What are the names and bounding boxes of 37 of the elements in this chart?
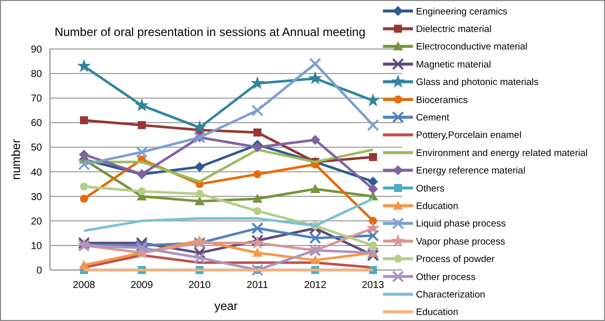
x-tick-label: 2008 <box>72 280 96 291</box>
y-tick-label: 20 <box>30 216 42 228</box>
legend-label: Vapor phase process <box>416 236 506 248</box>
y-tick-label: 60 <box>30 118 42 130</box>
y-tick-label: 10 <box>30 240 42 252</box>
y-tick-label: 90 <box>30 44 42 56</box>
y-axis-title: number <box>9 139 23 180</box>
legend-label: Electroconductive material <box>416 42 528 53</box>
legend-label: Dielectric material <box>416 24 492 36</box>
legend-label: Education <box>416 201 458 212</box>
legend-label: Cement <box>416 112 450 124</box>
legend-label: Other process <box>416 272 476 283</box>
x-tick-label: 2010 <box>188 280 212 291</box>
legend-label: Bioceramics <box>416 94 468 106</box>
chart-title: Number of oral presentation in sessions at Annual meeting <box>54 25 366 39</box>
x-tick-label: 2011 <box>246 280 269 291</box>
legend-label: Education <box>416 307 458 318</box>
x-tick-label: 2009 <box>130 280 154 291</box>
y-tick-label: 40 <box>30 167 42 178</box>
legend-label: Others <box>416 183 445 194</box>
x-tick-label: 2012 <box>304 280 327 291</box>
y-tick-label: 30 <box>30 192 42 203</box>
legend-label: Characterization <box>416 290 486 301</box>
legend-label: Glass and photonic materials <box>416 77 539 88</box>
legend-label: Environment and energy related material <box>416 148 588 159</box>
legend-label: Process of powder <box>416 254 495 266</box>
legend-label: Engineering ceramics <box>416 6 508 18</box>
x-axis-title: year <box>214 299 238 313</box>
legend-label: Pottery,Porcelain enamel <box>416 130 522 142</box>
legend-label: Liquid phase process <box>416 218 506 230</box>
y-tick-label: 50 <box>30 142 42 154</box>
legend-label: Magnetic material <box>416 59 491 70</box>
y-tick-label: 80 <box>30 69 42 80</box>
y-tick-label: 70 <box>30 94 42 105</box>
x-tick-label: 2013 <box>362 280 385 291</box>
y-tick-label: 0 <box>36 266 42 276</box>
legend-label: Energy reference material <box>416 166 526 177</box>
